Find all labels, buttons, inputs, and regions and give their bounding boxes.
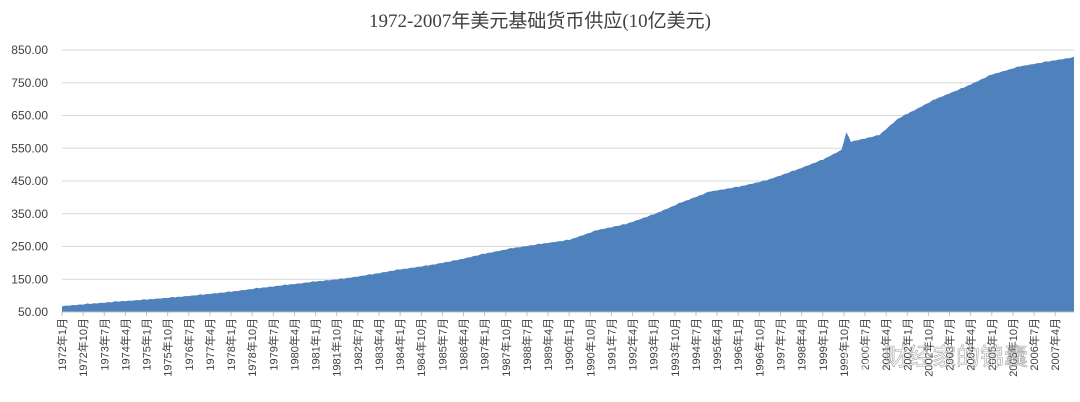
x-tick-label: 1990年10月: [583, 318, 597, 377]
x-tick-label: 1999年1月: [816, 318, 830, 371]
y-tick-label: 450.00: [11, 174, 48, 188]
x-tick-label: 1995年4月: [710, 318, 724, 371]
y-tick-label: 750.00: [11, 76, 48, 90]
x-tick-label: 1999年10月: [837, 318, 851, 377]
x-tick-label: 1986年4月: [457, 318, 471, 371]
x-tick-label: 1975年10月: [161, 318, 175, 377]
x-tick-label: 1997年7月: [773, 318, 787, 371]
x-tick-label: 1980年4月: [287, 318, 301, 371]
area-series: [62, 56, 1074, 312]
y-tick-label: 250.00: [11, 240, 48, 254]
x-tick-label: 2004年4月: [964, 318, 978, 371]
y-tick-label: 550.00: [11, 141, 48, 155]
x-tick-label: 1973年7月: [97, 318, 111, 371]
x-tick-label: 1985年7月: [435, 318, 449, 371]
y-tick-label: 50.00: [18, 305, 48, 319]
x-tick-label: 1988年7月: [520, 318, 534, 371]
x-tick-label: 2005年10月: [1006, 318, 1020, 377]
x-tick-label: 2003年7月: [943, 318, 957, 371]
x-tick-label: 1990年1月: [562, 318, 576, 371]
chart-title: 1972-2007年美元基础货币供应(10亿美元): [369, 11, 711, 32]
x-tick-label: 1975年1月: [140, 318, 154, 371]
x-tick-label: 2002年1月: [900, 318, 914, 371]
y-tick-label: 850.00: [11, 43, 48, 57]
x-tick-label: 1978年1月: [224, 318, 238, 371]
x-tick-label: 1984年10月: [414, 318, 428, 377]
y-axis: 50.00 150.00 250.00 350.00 450.00 550.00 650.0…: [11, 43, 48, 319]
x-tick-label: 1972年1月: [55, 318, 69, 371]
x-tick-label: 1989年4月: [541, 318, 555, 371]
x-tick-label: 1984年1月: [393, 318, 407, 371]
x-tick-label: 1981年1月: [309, 318, 323, 371]
x-axis: 1972年1月 1972年10月 1973年7月 1974年4月 1975年1月 1975…: [55, 311, 1074, 377]
area-fill: [62, 56, 1074, 312]
x-tick-label: 1996年1月: [731, 318, 745, 371]
x-tick-label: 1979年7月: [266, 318, 280, 371]
x-tick-label: 1982年7月: [351, 318, 365, 371]
x-tick-label: 1996年10月: [752, 318, 766, 377]
x-tick-label: 1998年4月: [795, 318, 809, 371]
x-tick-label: 1974年4月: [118, 318, 132, 371]
x-tick-label: 2006年7月: [1027, 318, 1041, 371]
wechat-icon: [844, 345, 872, 367]
x-tick-label: 1977年4月: [203, 318, 217, 371]
watermark-text: 财经家的锦囊: [884, 343, 1028, 371]
wechat-icon-bubble: [857, 353, 879, 371]
watermark: 财经家的锦囊: [844, 343, 1028, 371]
y-tick-label: 650.00: [11, 109, 48, 123]
x-tick-label: 1976年7月: [182, 318, 196, 371]
x-tick-label: 2007年4月: [1048, 318, 1062, 371]
x-tick-label: 1992年4月: [626, 318, 640, 371]
x-tick-label: 1981年10月: [330, 318, 344, 377]
x-tick-label: 1991年7月: [604, 318, 618, 371]
x-tick-label: 1994年7月: [689, 318, 703, 371]
y-tick-label: 150.00: [11, 272, 48, 286]
x-tick-label: 1983年4月: [372, 318, 386, 371]
x-tick-label: 1993年1月: [647, 318, 661, 371]
x-tick-label: 1987年10月: [499, 318, 513, 377]
x-tick-label: 2001年4月: [879, 318, 893, 371]
x-tick-label: 1987年1月: [478, 318, 492, 371]
x-tick-label: 2000年7月: [858, 318, 872, 371]
y-tick-label: 350.00: [11, 207, 48, 221]
x-tick-label: 2005年1月: [985, 318, 999, 371]
x-tick-label: 2002年10月: [921, 318, 935, 377]
x-tick-label: 1978年10月: [245, 318, 259, 377]
x-tick-label: 1972年10月: [76, 318, 90, 377]
watermark-group: 财经家的锦囊: [844, 343, 1028, 371]
x-tick-label: 1993年10月: [668, 318, 682, 377]
